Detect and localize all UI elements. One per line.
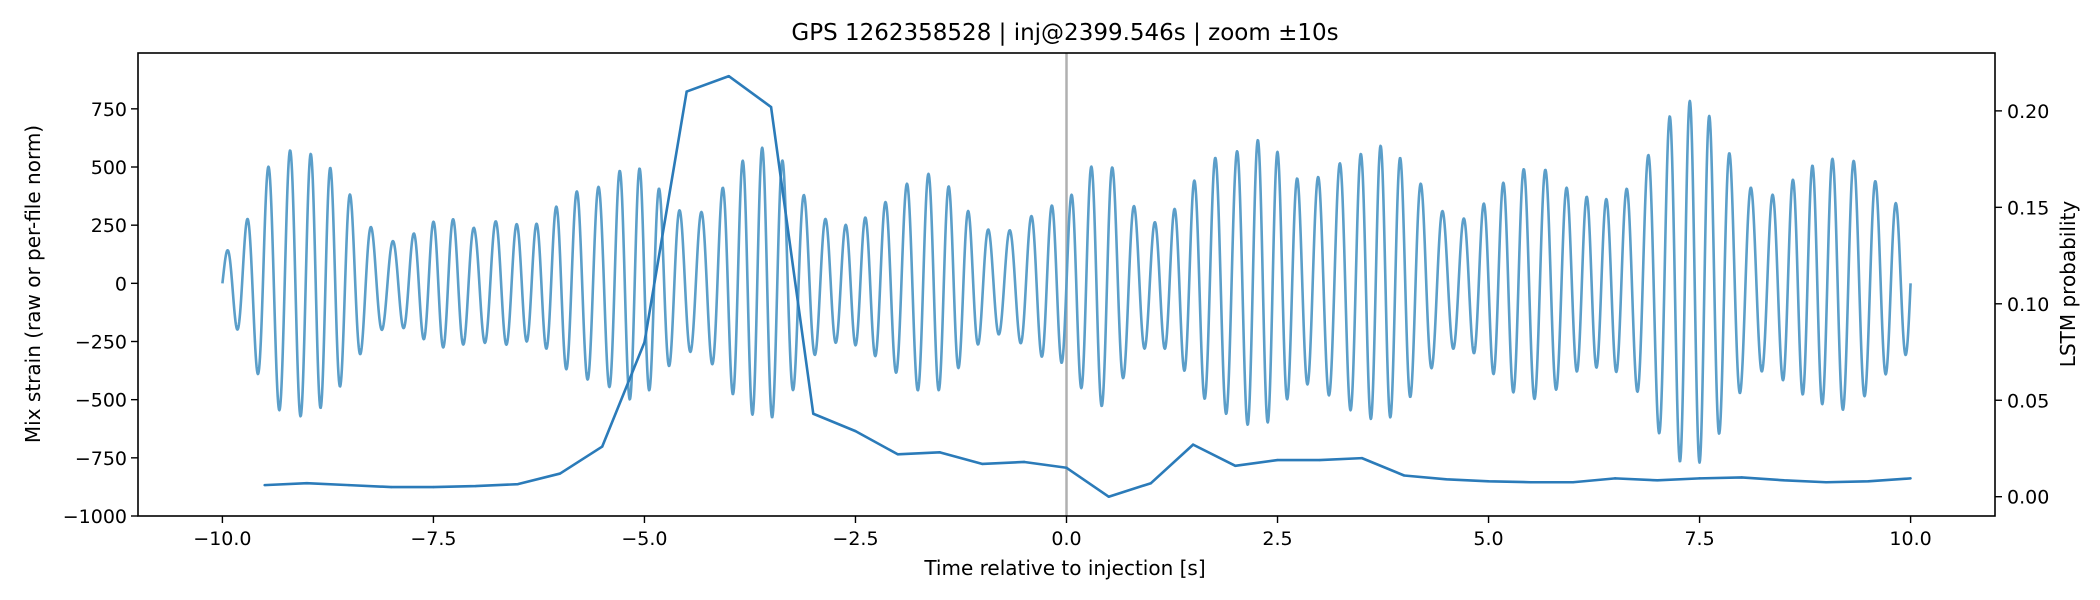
- probability-point: [390, 485, 393, 489]
- probability-point: [1360, 456, 1364, 460]
- probability-point: [1867, 480, 1870, 483]
- probability-point: [1023, 460, 1026, 464]
- y-right-tick-label: 0.10: [2007, 294, 2049, 316]
- probability-point: [1402, 474, 1406, 477]
- y-axis-right: 0.00 0.05 0.10 0.15 0.20: [1995, 101, 2049, 509]
- probability-point: [516, 482, 520, 486]
- probability-point: [1698, 477, 1701, 480]
- y-right-tick-label: 0.15: [2007, 197, 2049, 219]
- x-tick-label: −2.5: [832, 528, 878, 550]
- probability-point: [1276, 458, 1279, 462]
- probability-point: [854, 429, 857, 433]
- y-left-tick-label: −750: [75, 448, 127, 470]
- probability-point: [1191, 443, 1195, 446]
- y-left-tick-label: 250: [91, 215, 127, 237]
- probability-point: [1656, 479, 1659, 482]
- y-left-tick-label: 750: [91, 99, 127, 121]
- x-tick-label: 0.0: [1051, 528, 1081, 550]
- probability-point: [896, 453, 899, 456]
- y-right-tick-label: 0.20: [2007, 101, 2049, 123]
- probability-point: [1318, 458, 1321, 462]
- probability-point: [980, 462, 984, 466]
- probability-point: [601, 445, 604, 448]
- probability-point: [1740, 476, 1743, 479]
- x-tick-label: −10.0: [193, 528, 251, 550]
- y-left-tick-label: 0: [115, 273, 127, 295]
- x-axis-label: Time relative to injection [s]: [923, 556, 1205, 580]
- probability-point: [432, 485, 435, 489]
- strain-series-line: [221, 99, 1912, 464]
- x-tick-label: 5.0: [1473, 528, 1503, 550]
- x-axis: −10.0 −7.5 −5.0 −2.5 0.0 2.5 5.0 7.5 10.0: [193, 516, 1932, 550]
- y-left-tick-label: −500: [75, 390, 127, 412]
- x-tick-label: 7.5: [1684, 528, 1714, 550]
- y-left-tick-label: −250: [75, 332, 127, 354]
- x-tick-label: −5.0: [621, 528, 667, 550]
- probability-point: [685, 90, 688, 93]
- probability-point: [643, 341, 646, 344]
- y-axis-right-label: LSTM probability: [2056, 201, 2080, 368]
- probability-point: [1234, 464, 1237, 468]
- plot-area: [221, 53, 1912, 516]
- probability-point: [558, 472, 562, 475]
- probability-point: [347, 483, 351, 487]
- y-right-tick-label: 0.05: [2007, 390, 2049, 412]
- x-tick-label: 2.5: [1262, 528, 1292, 550]
- probability-point: [938, 451, 942, 454]
- probability-point: [1445, 478, 1448, 481]
- probability-point: [1529, 481, 1532, 484]
- probability-point: [305, 482, 309, 485]
- probability-point: [1487, 480, 1490, 483]
- probability-point: [769, 105, 773, 109]
- y-left-tick-label: 500: [91, 157, 127, 179]
- y-right-tick-label: 0.00: [2007, 487, 2049, 509]
- probability-point: [1571, 481, 1575, 484]
- probability-point: [1909, 477, 1912, 480]
- x-tick-label: −7.5: [410, 528, 456, 550]
- probability-series-line: [264, 74, 1911, 499]
- probability-point: [1824, 481, 1828, 484]
- probability-point: [474, 484, 477, 488]
- probability-point: [1065, 466, 1068, 469]
- probability-point: [727, 74, 731, 78]
- probability-point: [1107, 495, 1110, 498]
- probability-point: [263, 483, 266, 487]
- y-left-tick-label: −1000: [63, 506, 127, 528]
- probability-point: [1613, 477, 1617, 480]
- x-tick-label: 10.0: [1889, 528, 1931, 550]
- y-axis-left-label: Mix strain (raw or per-file norm): [21, 125, 45, 443]
- probability-point: [812, 412, 815, 415]
- chart-title: GPS 1262358528 | inj@2399.546s | zoom ±1…: [791, 20, 1338, 46]
- probability-point: [1782, 479, 1786, 482]
- probability-point: [1149, 482, 1153, 485]
- y-axis-left: −1000 −750 −500 −250 0 250 500 750: [63, 99, 138, 528]
